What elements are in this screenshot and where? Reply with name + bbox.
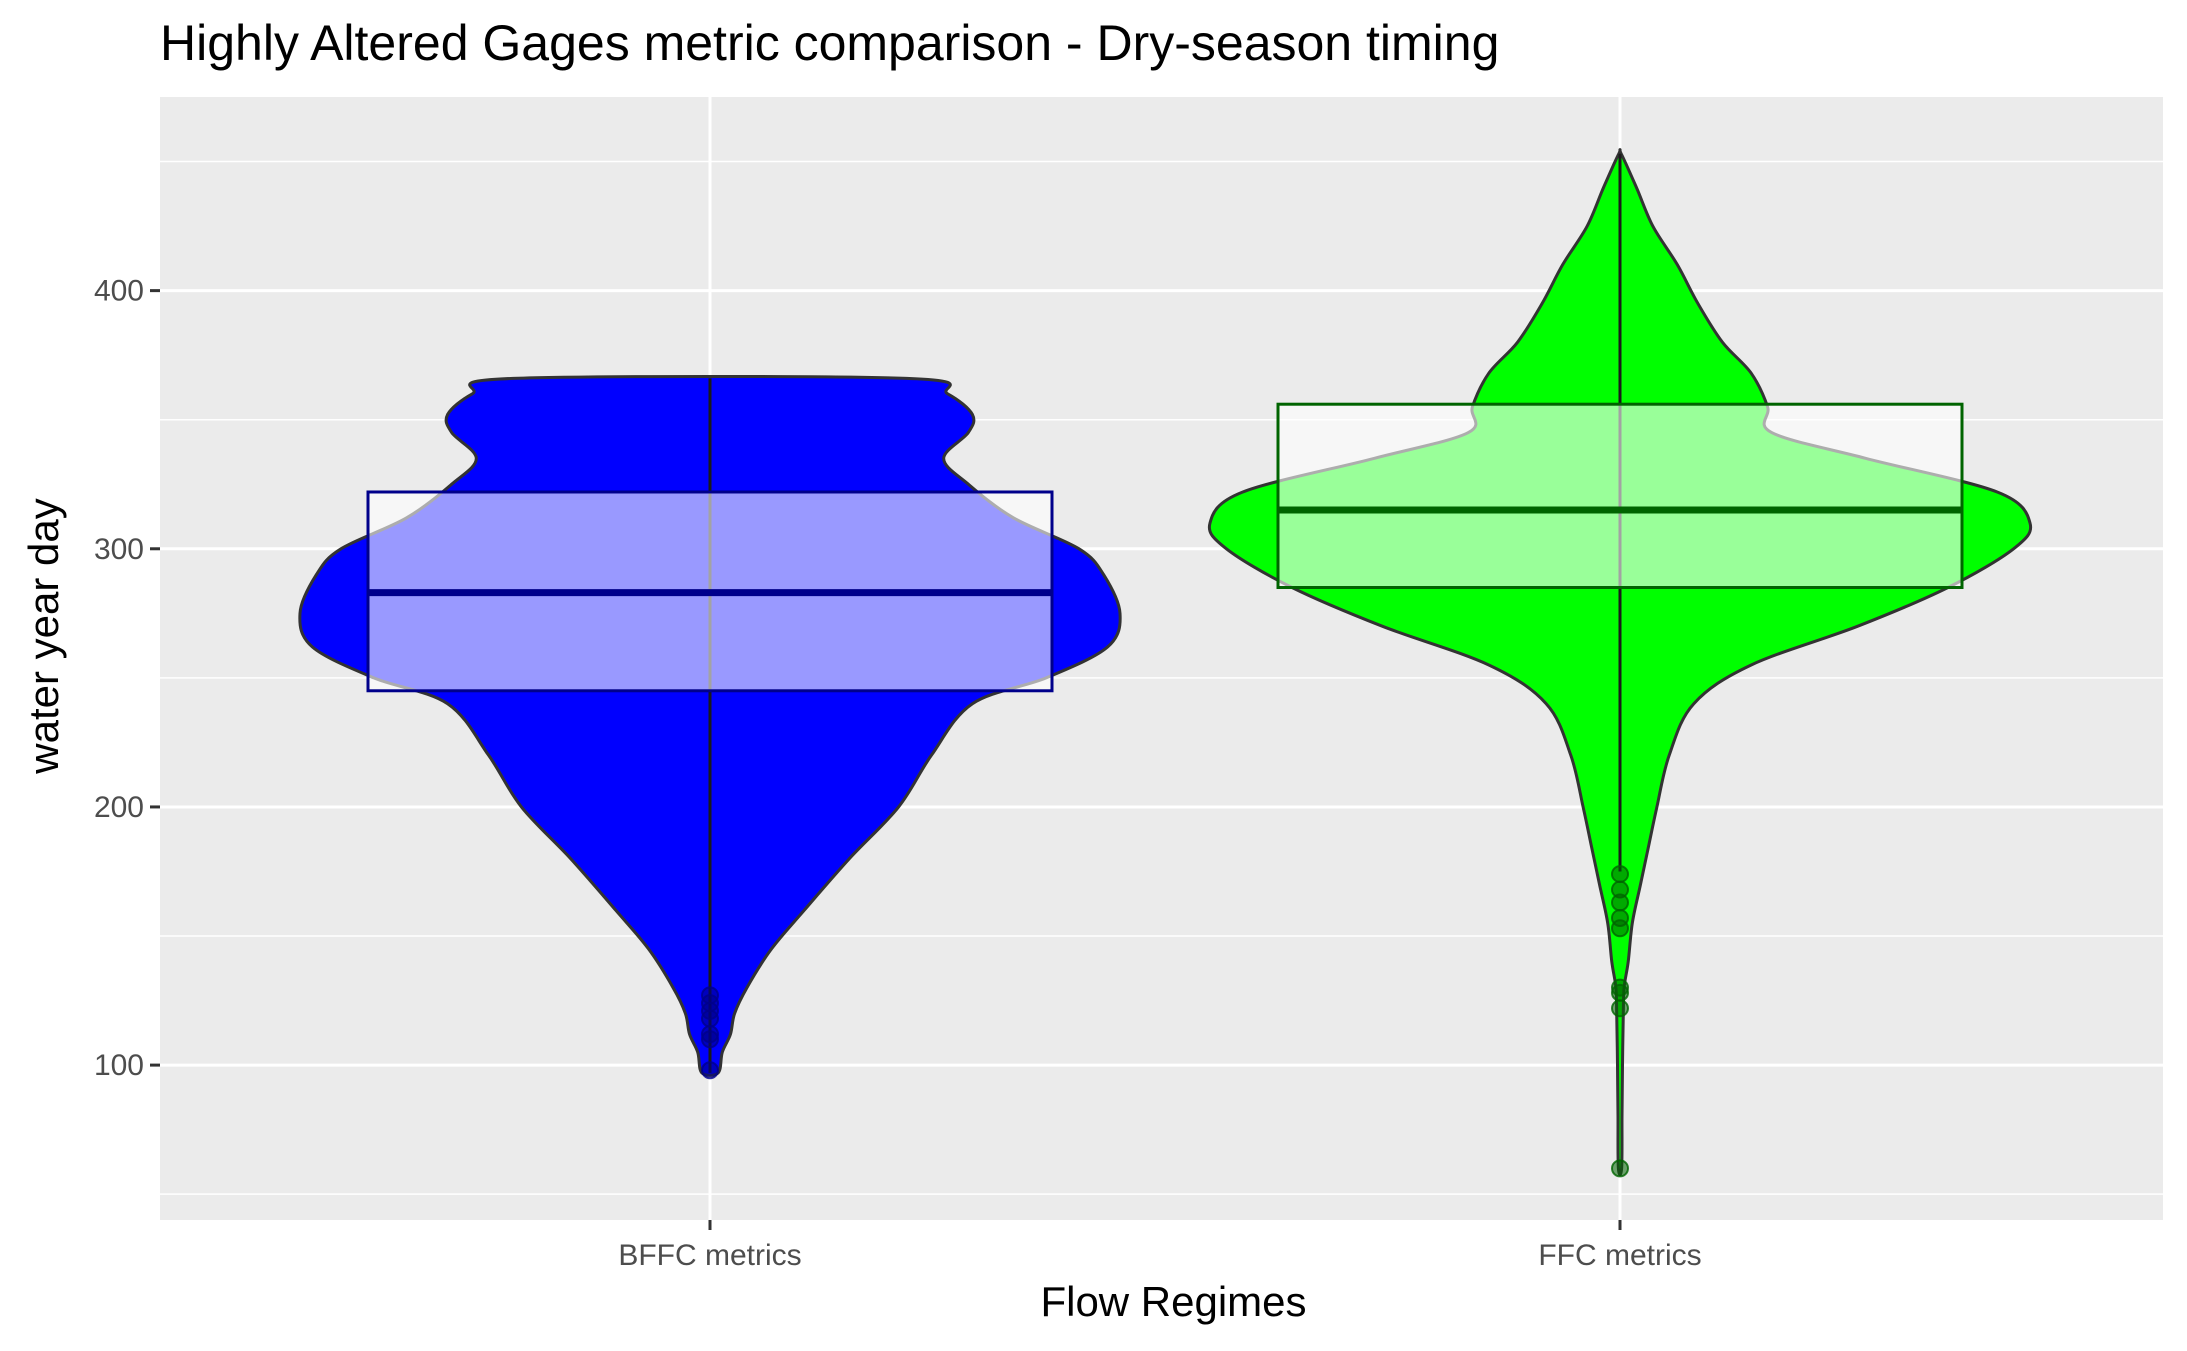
outlier-point bbox=[1611, 880, 1629, 899]
y-tick-label: 400 bbox=[94, 275, 144, 308]
outlier-point bbox=[1611, 978, 1629, 997]
outlier-point bbox=[1611, 1159, 1629, 1178]
outlier-point bbox=[701, 986, 719, 1005]
y-tick-label: 300 bbox=[94, 533, 144, 566]
y-tick-label: 100 bbox=[94, 1049, 144, 1082]
outlier-point bbox=[701, 1025, 719, 1044]
x-axis-title: Flow Regimes bbox=[1040, 1278, 1307, 1325]
chart-title: Highly Altered Gages metric comparison -… bbox=[160, 15, 1500, 71]
outlier-point bbox=[701, 1061, 719, 1080]
outlier-point bbox=[1611, 908, 1629, 927]
y-tick-label: 200 bbox=[94, 791, 144, 824]
iqr-box bbox=[1276, 402, 1964, 590]
outlier-point bbox=[1611, 865, 1629, 884]
outlier-point bbox=[1611, 999, 1629, 1018]
x-tick-label: FFC metrics bbox=[1538, 1239, 1701, 1272]
x-tick-label: BFFC metrics bbox=[618, 1239, 801, 1272]
